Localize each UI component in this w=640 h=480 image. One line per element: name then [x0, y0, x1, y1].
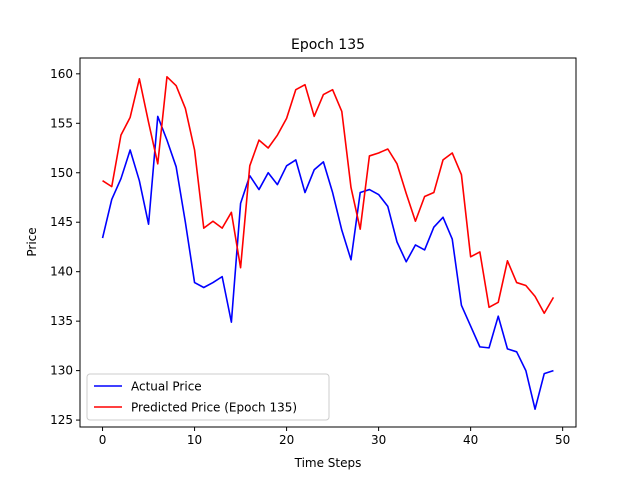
x-axis-ticks: 0 10 20 30 40 50: [99, 427, 570, 447]
y-tick-label: 125: [50, 413, 73, 427]
x-tick-label: 20: [279, 433, 294, 447]
x-tick-label: 10: [187, 433, 202, 447]
series-layer: [101, 76, 555, 410]
y-tick-label: 130: [50, 364, 73, 378]
legend: Actual Price Predicted Price (Epoch 135): [86, 373, 330, 421]
y-tick-label: 150: [50, 166, 73, 180]
plot-area: [80, 58, 576, 427]
y-tick-label: 155: [50, 116, 73, 130]
y-tick-label: 160: [50, 67, 73, 81]
legend-label-actual: Actual Price: [131, 380, 202, 394]
y-tick-label: 140: [50, 265, 73, 279]
chart-title: Epoch 135: [291, 37, 365, 53]
legend-box: [86, 373, 330, 421]
series-line-0: [101, 115, 554, 410]
x-tick-label: 40: [463, 433, 478, 447]
y-axis-ticks: 125 130 135 140 145 150 155 160: [50, 67, 80, 427]
legend-label-predicted: Predicted Price (Epoch 135): [131, 401, 297, 415]
series-line-1: [102, 76, 555, 315]
plot-frame: [79, 57, 577, 428]
y-axis-label: Price: [25, 227, 39, 256]
x-tick-label: 50: [555, 433, 570, 447]
x-axis-label: Time Steps: [294, 456, 362, 470]
y-tick-label: 135: [50, 314, 73, 328]
x-tick-label: 30: [371, 433, 386, 447]
x-tick-label: 0: [99, 433, 107, 447]
y-tick-label: 145: [50, 215, 73, 229]
